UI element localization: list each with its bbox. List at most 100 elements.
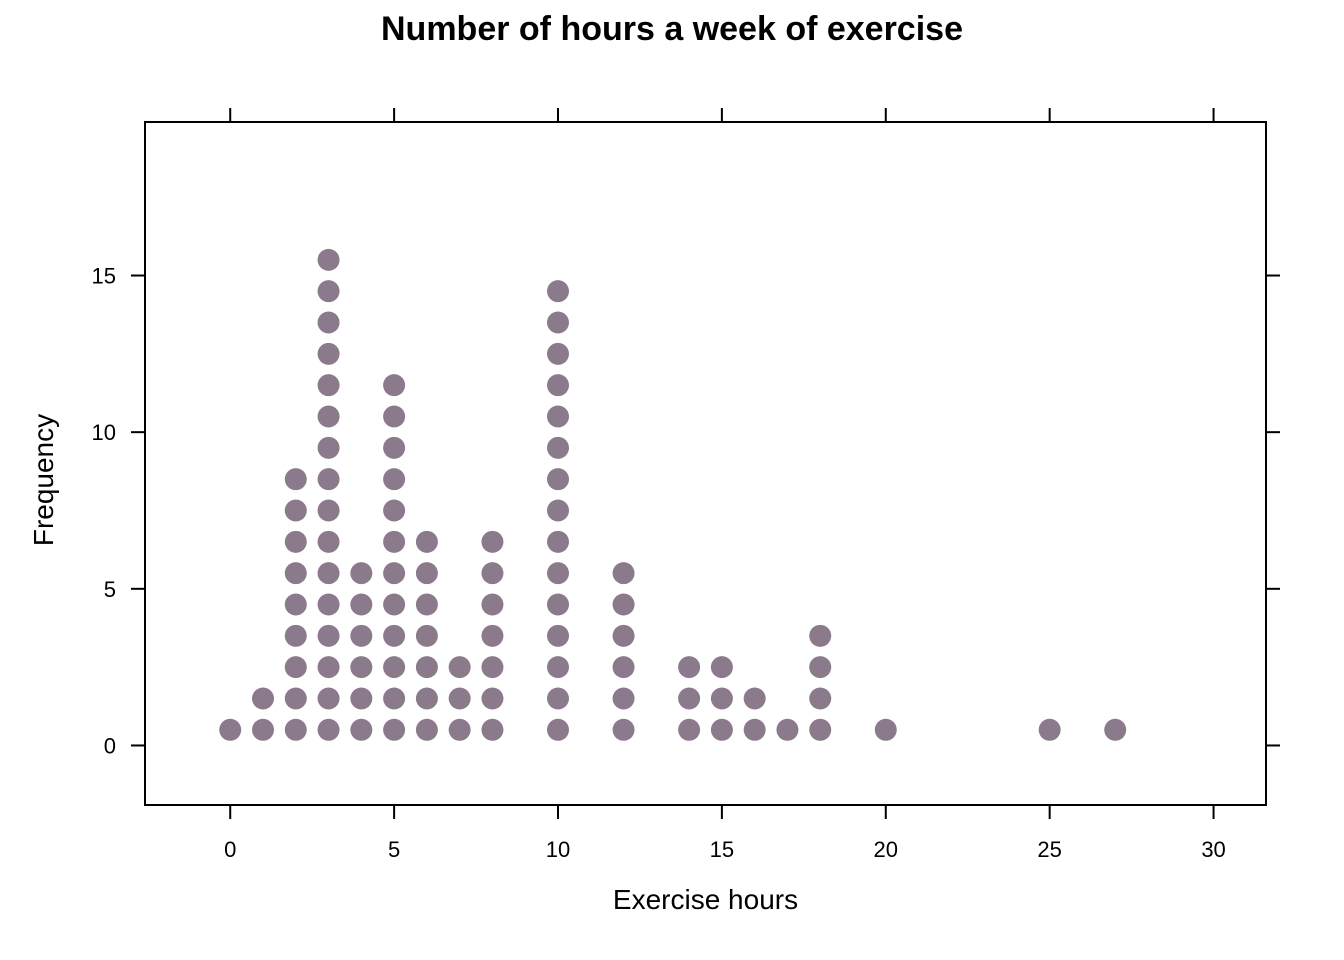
data-point	[874, 718, 897, 741]
data-point	[678, 656, 701, 679]
data-point	[383, 405, 406, 428]
data-point	[448, 718, 471, 741]
data-point	[547, 436, 569, 459]
data-point	[317, 248, 340, 271]
data-point	[448, 687, 471, 710]
data-point	[317, 656, 340, 679]
data-point	[350, 593, 373, 616]
data-point	[317, 311, 340, 334]
data-point	[284, 499, 307, 522]
data-point	[809, 687, 832, 710]
data-point	[547, 687, 569, 710]
data-point	[547, 311, 569, 334]
data-point	[284, 562, 307, 585]
data-point	[612, 593, 635, 616]
data-point	[284, 656, 307, 679]
data-point	[415, 562, 438, 585]
data-point	[415, 687, 438, 710]
data-point	[743, 718, 766, 741]
data-point	[317, 342, 340, 365]
data-point	[1038, 718, 1061, 741]
data-point	[350, 624, 373, 647]
data-point	[317, 593, 340, 616]
data-point	[612, 562, 635, 585]
data-point	[710, 687, 733, 710]
x-tick-label: 25	[1037, 837, 1061, 862]
data-point	[415, 656, 438, 679]
data-point	[743, 687, 766, 710]
data-point	[547, 499, 569, 522]
data-point	[1104, 718, 1127, 741]
data-point	[710, 656, 733, 679]
data-point	[284, 530, 307, 553]
data-point	[383, 530, 406, 553]
x-axis-label: Exercise hours	[612, 884, 799, 915]
data-point	[383, 656, 406, 679]
data-point	[809, 656, 832, 679]
data-point	[383, 562, 406, 585]
data-point	[252, 687, 274, 710]
data-point	[547, 624, 569, 647]
data-point	[547, 593, 569, 616]
data-point	[383, 374, 406, 397]
data-point	[317, 405, 340, 428]
data-point	[383, 593, 406, 616]
y-tick-label: 0	[104, 733, 116, 758]
data-point	[317, 718, 340, 741]
data-point	[547, 562, 569, 585]
data-point	[612, 687, 635, 710]
data-point	[317, 436, 340, 459]
x-tick-label: 0	[224, 837, 236, 862]
data-point	[481, 530, 504, 553]
data-point	[284, 687, 307, 710]
data-point	[317, 280, 340, 303]
data-point	[481, 656, 504, 679]
x-tick-label: 10	[546, 837, 570, 862]
data-point	[383, 624, 406, 647]
data-point	[481, 562, 504, 585]
data-point	[252, 718, 274, 741]
data-point	[612, 624, 635, 647]
dot-series	[219, 248, 1127, 741]
plot-frame	[144, 121, 1267, 806]
data-point	[809, 718, 832, 741]
data-point	[547, 405, 569, 428]
data-point	[350, 687, 373, 710]
data-point	[219, 718, 242, 741]
data-point	[317, 624, 340, 647]
data-point	[415, 530, 438, 553]
data-point	[317, 562, 340, 585]
y-axis-label: Frequency	[28, 413, 59, 547]
data-point	[284, 593, 307, 616]
data-point	[383, 718, 406, 741]
data-point	[350, 562, 373, 585]
data-point	[383, 436, 406, 459]
data-point	[284, 624, 307, 647]
data-point	[547, 656, 569, 679]
data-point	[415, 593, 438, 616]
data-point	[678, 687, 701, 710]
data-point	[710, 718, 733, 741]
data-point	[448, 656, 471, 679]
data-point	[678, 718, 701, 741]
data-point	[547, 468, 569, 491]
x-tick-label: 5	[388, 837, 400, 862]
data-point	[481, 593, 504, 616]
data-point	[350, 718, 373, 741]
data-point	[776, 718, 799, 741]
axis-ticks: 0 5 10 15 20 25 30 0 5 10 15	[92, 108, 1280, 862]
x-tick-label: 15	[710, 837, 734, 862]
data-point	[547, 374, 569, 397]
data-point	[612, 718, 635, 741]
data-point	[284, 718, 307, 741]
data-point	[481, 687, 504, 710]
data-point	[481, 624, 504, 647]
data-point	[547, 718, 569, 741]
y-tick-label: 15	[92, 264, 116, 289]
data-point	[317, 499, 340, 522]
data-point	[415, 718, 438, 741]
data-point	[547, 342, 569, 365]
data-point	[481, 718, 504, 741]
data-point	[547, 280, 569, 303]
